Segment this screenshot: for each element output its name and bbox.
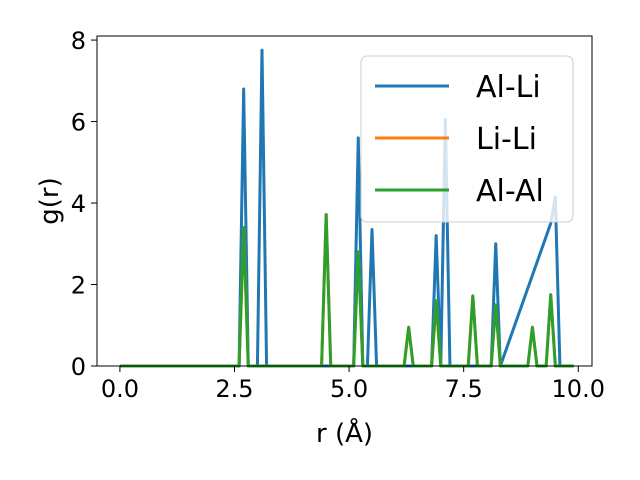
x-tick-label: 2.5 xyxy=(215,375,253,403)
y-tick-label: 6 xyxy=(71,109,86,137)
x-tick-label: 10.0 xyxy=(552,375,605,403)
y-tick-label: 0 xyxy=(71,353,86,381)
y-axis: 0 2 4 6 8 xyxy=(71,27,97,381)
x-tick-label: 7.5 xyxy=(445,375,483,403)
y-axis-label: g(r) xyxy=(35,177,65,224)
x-axis-label: r (Å) xyxy=(316,417,373,449)
y-tick-label: 8 xyxy=(71,27,86,55)
legend-label: Al-Al xyxy=(476,174,544,209)
legend-box xyxy=(360,55,574,223)
y-tick-label: 4 xyxy=(71,190,86,218)
series-line-3 xyxy=(119,212,574,368)
legend-label: Li-Li xyxy=(476,122,537,157)
plot-frame xyxy=(96,35,593,367)
x-tick-label: 5.0 xyxy=(330,375,368,403)
x-axis: 0.0 2.5 5.0 7.5 10.0 xyxy=(101,366,605,403)
series-line-2 xyxy=(119,212,574,368)
legend: Al-Li Li-Li Al-Al xyxy=(360,55,574,223)
x-tick-label: 0.0 xyxy=(101,375,139,403)
y-tick-label: 2 xyxy=(71,272,86,300)
legend-label: Al-Li xyxy=(476,70,541,105)
